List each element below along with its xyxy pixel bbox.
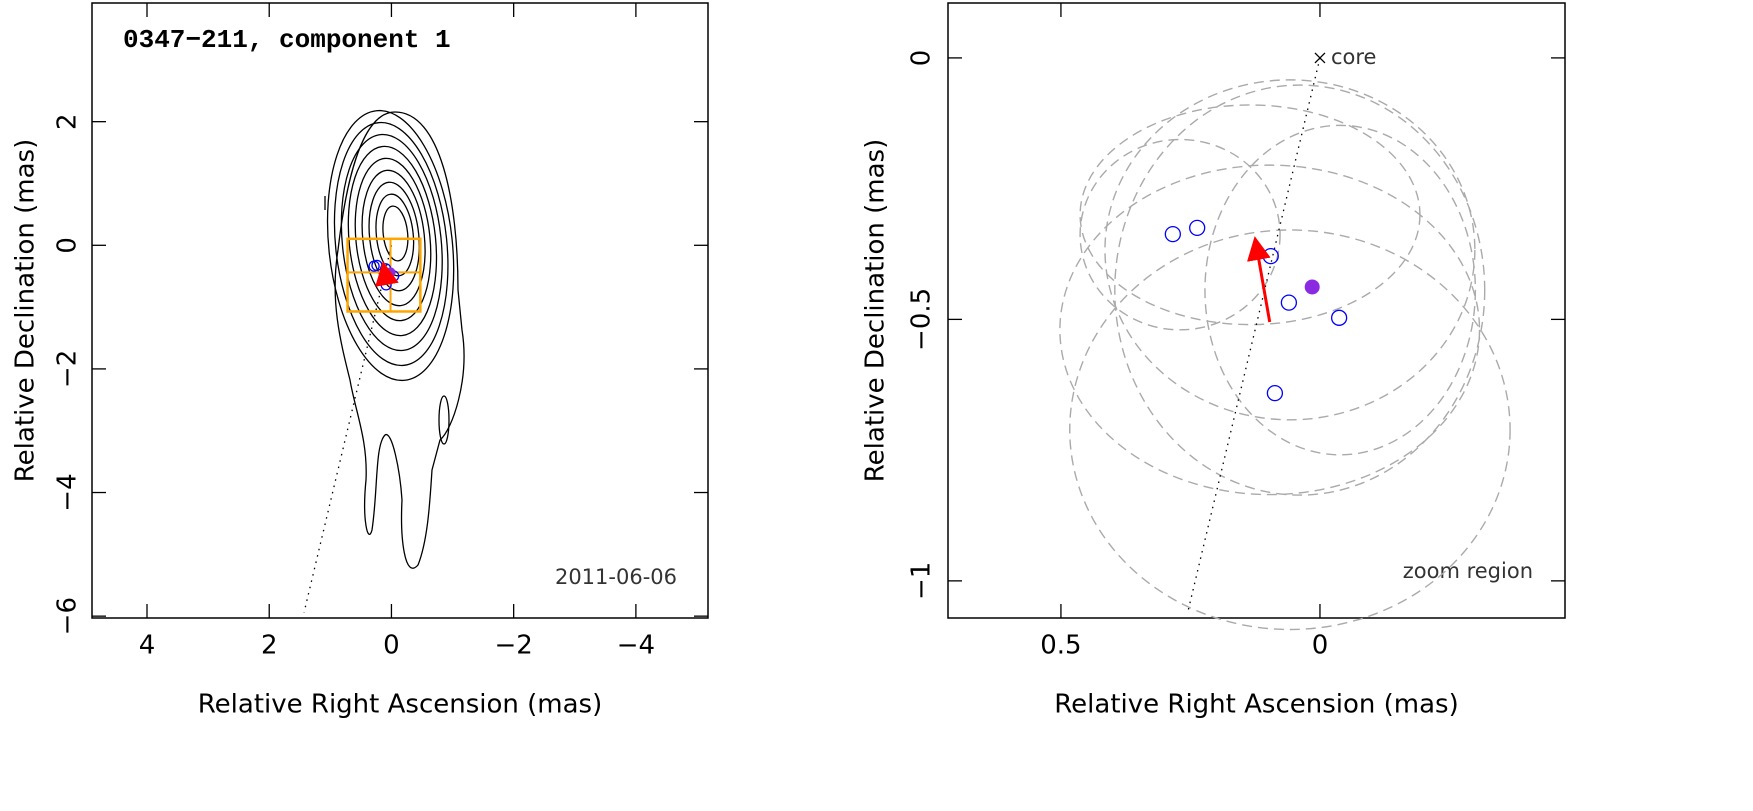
component-position [1164, 225, 1181, 243]
date-label: 2011-06-06 [555, 565, 677, 589]
chart-title: 0347−211, component 1 [123, 25, 451, 55]
error-ellipse [1079, 138, 1281, 331]
panel: 4 2 0 −2 −4 2 0 −2 −4 −6 Relative Right Ascension … [11, 2, 709, 720]
contours [324, 109, 465, 569]
y-tick-label: −6 [53, 597, 83, 635]
component-position [1330, 309, 1348, 326]
core-marker [1314, 52, 1326, 64]
x-axis-label: Relative Right Ascension (mas) [198, 690, 602, 720]
component-position [1266, 384, 1284, 402]
y-tick-label: −0.5 [907, 288, 937, 351]
error-ellipse [1069, 229, 1511, 631]
mean-position [1304, 279, 1320, 295]
x-axis-label: Relative Right Ascension (mas) [1054, 690, 1458, 720]
x-tick-label: −2 [495, 631, 533, 661]
core-label: core [1331, 45, 1377, 69]
jet-line [303, 245, 393, 613]
zoom-box [346, 237, 422, 313]
x-tick-label: 2 [261, 631, 278, 661]
contour [334, 111, 465, 569]
y-tick-label: −2 [53, 350, 83, 388]
x-tick-label: 0 [1312, 631, 1329, 661]
mean-position [385, 267, 396, 278]
y-axis-label: Relative Declination (mas) [861, 139, 891, 482]
x-tick-label: −4 [617, 631, 655, 661]
y-tick-label: 0 [53, 237, 83, 254]
component-position [1189, 219, 1206, 237]
contour [347, 145, 438, 337]
y-axis-label: Relative Declination (mas) [11, 139, 41, 482]
contour [326, 109, 455, 382]
contour [361, 169, 426, 307]
contour [340, 133, 443, 352]
x-tick-label: 4 [139, 631, 156, 661]
plot-frame [947, 2, 1566, 619]
jet-line [1187, 57, 1321, 612]
error-ellipse [1114, 84, 1486, 496]
component-position [1280, 294, 1298, 311]
contour [354, 157, 432, 322]
zoom-region-label: zoom region [1403, 559, 1533, 583]
error-ellipse [1079, 104, 1421, 326]
panel: 0.5 0 0 −0.5 −1 Relative Right Ascension (mas… [861, 2, 1566, 720]
error-ellipse [1204, 124, 1477, 456]
component-position [1262, 247, 1279, 265]
x-tick-label: 0 [383, 631, 400, 661]
y-tick-label: −1 [907, 562, 937, 600]
motion-arrow [375, 261, 399, 287]
error-ellipse [1104, 79, 1476, 421]
contour [382, 205, 409, 262]
error-ellipse [1059, 164, 1481, 496]
y-tick-label: 2 [53, 113, 83, 130]
y-tick-label: −4 [53, 473, 83, 511]
motion-arrow [1247, 236, 1272, 323]
contour [333, 121, 449, 367]
plot-frame [91, 2, 709, 619]
y-tick-label: 0 [907, 50, 937, 67]
contour [438, 395, 450, 445]
x-tick-label: 0.5 [1040, 631, 1081, 661]
